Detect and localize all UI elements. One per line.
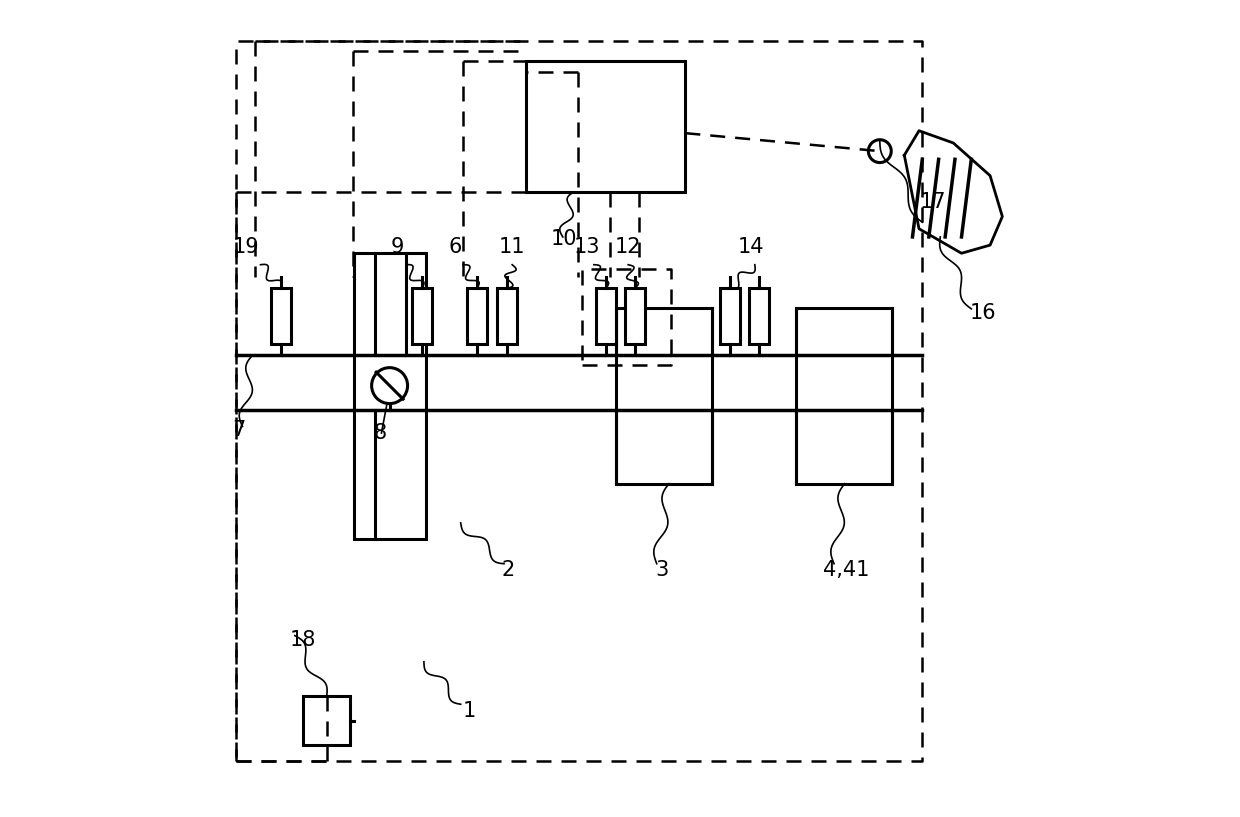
Bar bbox=[796, 308, 892, 484]
Bar bbox=[272, 288, 290, 344]
Text: 11: 11 bbox=[498, 237, 526, 257]
Bar bbox=[526, 61, 686, 192]
Text: 6: 6 bbox=[449, 237, 461, 257]
Text: 9: 9 bbox=[391, 237, 404, 257]
Text: 4,41: 4,41 bbox=[822, 560, 869, 580]
Bar bbox=[303, 696, 351, 745]
Text: 19: 19 bbox=[233, 237, 259, 257]
Bar bbox=[616, 308, 712, 484]
Circle shape bbox=[868, 140, 892, 163]
Text: 12: 12 bbox=[615, 237, 641, 257]
Text: 8: 8 bbox=[373, 423, 387, 443]
Text: 14: 14 bbox=[738, 237, 764, 257]
Text: 7: 7 bbox=[232, 420, 246, 440]
Bar bbox=[625, 288, 645, 344]
Text: 2: 2 bbox=[501, 560, 515, 580]
Text: 17: 17 bbox=[920, 193, 946, 212]
Bar bbox=[497, 288, 517, 344]
Text: 16: 16 bbox=[970, 303, 996, 323]
Text: 13: 13 bbox=[574, 237, 600, 257]
Text: 3: 3 bbox=[655, 560, 668, 580]
Bar bbox=[355, 253, 427, 539]
Bar bbox=[596, 288, 616, 344]
Bar bbox=[467, 288, 487, 344]
Bar bbox=[720, 288, 740, 344]
Bar bbox=[749, 288, 769, 344]
Text: 1: 1 bbox=[463, 701, 476, 721]
Text: 18: 18 bbox=[290, 630, 316, 650]
Bar bbox=[413, 288, 432, 344]
Text: 10: 10 bbox=[551, 230, 577, 249]
Circle shape bbox=[372, 368, 408, 404]
